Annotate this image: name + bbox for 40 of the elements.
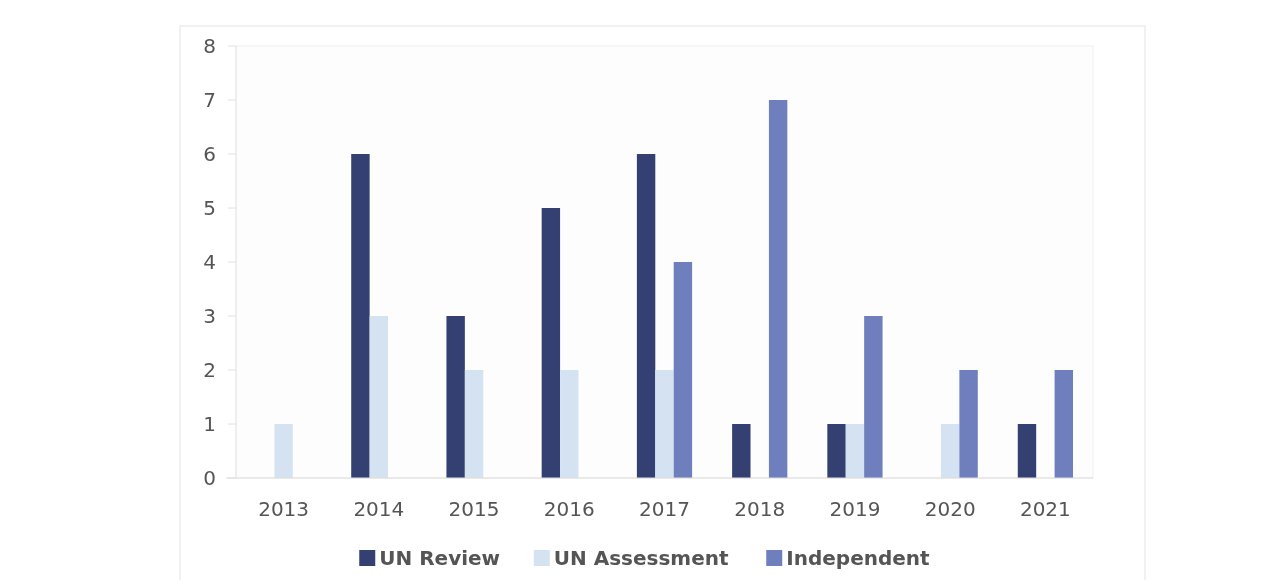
bar <box>655 370 674 478</box>
bar <box>959 370 978 478</box>
y-tick-label: 0 <box>203 466 216 490</box>
y-tick-label: 8 <box>203 34 216 58</box>
y-tick-label: 5 <box>203 196 216 220</box>
bar <box>351 154 370 478</box>
y-tick-label: 2 <box>203 358 216 382</box>
bar <box>541 208 561 478</box>
bar <box>827 424 846 478</box>
bar <box>1017 424 1037 478</box>
y-tick-label: 4 <box>203 250 216 274</box>
x-tick-label: 2013 <box>258 497 310 521</box>
bar <box>940 424 960 478</box>
x-tick-label: 2016 <box>543 497 595 521</box>
x-tick-label: 2020 <box>924 497 976 521</box>
bar <box>673 262 693 478</box>
x-tick-label: 2015 <box>448 497 500 521</box>
x-tick-label: 2021 <box>1019 497 1071 521</box>
y-tick-label: 1 <box>203 412 216 436</box>
legend-label: UN Review <box>379 546 501 570</box>
bar <box>1054 370 1073 478</box>
bar <box>274 424 293 478</box>
legend-label: UN Assessment <box>553 546 729 570</box>
bar <box>636 154 656 478</box>
y-tick-label: 6 <box>203 142 216 166</box>
bar <box>464 370 484 478</box>
x-tick-label: 2014 <box>353 497 405 521</box>
bar <box>560 370 579 478</box>
x-tick-label: 2019 <box>829 497 881 521</box>
bar <box>369 316 389 478</box>
bar <box>732 424 751 478</box>
bar <box>864 316 883 478</box>
x-tick-label: 2018 <box>734 497 786 521</box>
y-tick-label: 7 <box>203 88 216 112</box>
y-tick-label: 3 <box>203 304 216 328</box>
legend-label: Independent <box>786 546 931 570</box>
bar <box>845 424 865 478</box>
bar <box>446 316 465 478</box>
bar <box>768 100 788 478</box>
x-tick-label: 2017 <box>639 497 690 521</box>
